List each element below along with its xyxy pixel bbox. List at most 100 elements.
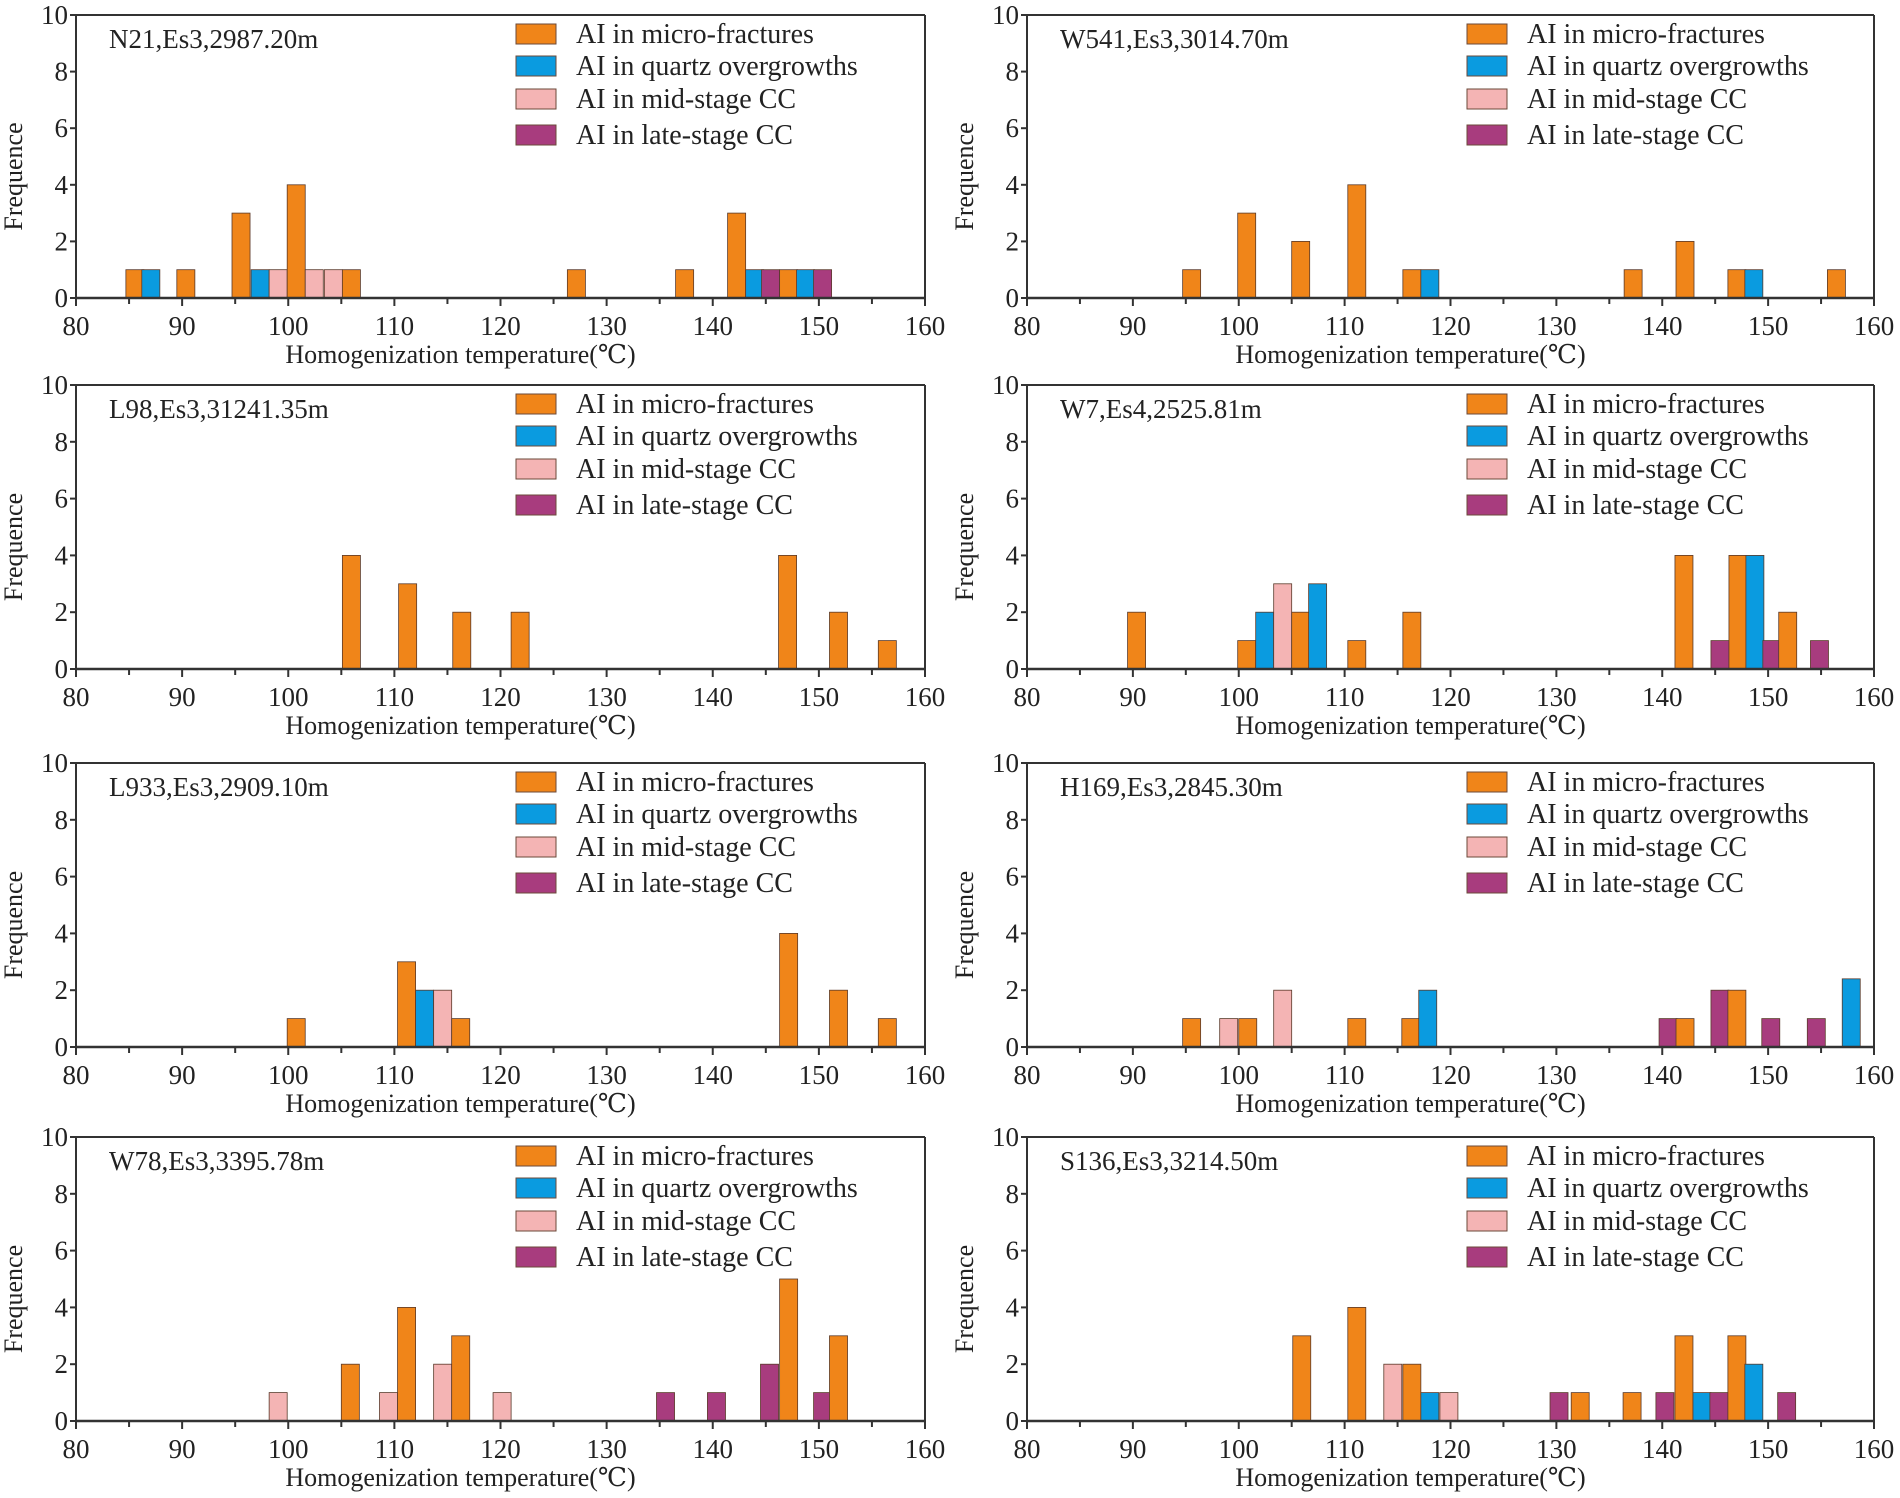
x-tick-label: 160 [1854,1060,1895,1090]
panel-title: W78,Es3,3395.78m [109,1146,324,1176]
bar-l [1762,640,1782,670]
legend-label: AI in mid-stage CC [1527,454,1747,485]
bar-l [1806,1018,1826,1048]
y-tick-label: 10 [992,0,1019,30]
legend-swatch-p [515,1210,557,1232]
panel-title: S136,Es3,3214.50m [1060,1146,1278,1176]
y-tick-label: 2 [1006,226,1020,256]
y-tick-label: 4 [1006,918,1020,948]
legend-label: AI in micro-fractures [576,389,814,420]
bar-m [510,611,530,670]
x-tick-label: 90 [169,682,196,712]
legend-swatch-l [515,872,557,894]
legend-swatch-m [515,771,557,793]
legend-label: AI in mid-stage CC [576,454,796,485]
legend-swatch-l [515,1246,557,1268]
legend-label: AI in quartz overgrowths [576,799,858,830]
y-tick-label: 6 [1006,1236,1020,1266]
x-tick-label: 90 [169,1434,196,1464]
y-axis-label: Frequence [950,871,979,979]
histogram-panel: 80 90 100 110 120 130 140 150 160 0 2 4 6 8 10 L98,Es3,… [0,370,945,740]
x-tick-label: 140 [693,1060,734,1090]
legend-label: AI in quartz overgrowths [1527,421,1809,452]
x-tick-label: 90 [169,311,196,341]
legend-swatch-q [515,803,557,825]
legend-swatch-q [515,55,557,77]
bar-l [1549,1392,1569,1422]
x-axis-label: Homogenization temperature(℃) [285,340,635,369]
panel-title: H169,Es3,2845.30m [1060,772,1283,802]
x-tick-label: 150 [799,682,840,712]
x-tick-label: 160 [1854,682,1895,712]
x-tick-label: 120 [480,311,521,341]
x-tick-label: 100 [268,1060,309,1090]
bar-m [1727,989,1747,1048]
bar-l [1709,1392,1729,1422]
legend-swatch-p [515,836,557,858]
bar-m [1402,611,1422,670]
bar-m [1675,240,1695,299]
y-tick-label: 8 [1006,805,1020,835]
y-tick-label: 2 [55,975,69,1005]
y-axis-label: Frequence [950,122,979,230]
y-tick-label: 4 [55,918,69,948]
legend-label: AI in late-stage CC [576,1242,793,1273]
bar-m [1347,1018,1367,1048]
y-tick-label: 0 [55,1032,69,1062]
bar-l [813,269,833,299]
y-tick-label: 10 [41,370,68,400]
histogram-panel: 80 90 100 110 120 130 140 150 160 0 2 4 6 8 10 W541,Es3… [950,0,1894,369]
bar-m [125,269,145,299]
bar-q [141,269,161,299]
x-tick-label: 160 [905,682,946,712]
y-tick-label: 6 [55,1236,69,1266]
y-axis-label: Frequence [0,493,28,601]
bar-m [1827,269,1846,299]
bar-q [1418,989,1438,1048]
bar-m [877,640,897,670]
legend-swatch-p [1466,458,1508,480]
bar-l [1761,1018,1781,1048]
bar-m [829,989,848,1048]
bar-m [341,269,361,299]
y-tick-label: 8 [1006,57,1020,87]
bar-m [1622,1392,1642,1422]
bar-m [1347,1307,1367,1422]
y-tick-label: 2 [1006,1349,1020,1379]
bar-m [727,212,747,299]
y-tick-label: 2 [1006,975,1020,1005]
bar-m [176,269,196,299]
y-tick-label: 0 [1006,1032,1020,1062]
bar-p [433,989,453,1048]
x-tick-label: 110 [375,311,415,341]
bar-m [1623,269,1643,299]
x-tick-label: 100 [268,1434,309,1464]
bar-m [286,184,306,299]
legend-label: AI in quartz overgrowths [576,51,858,82]
bar-p [1383,1363,1403,1422]
y-axis-label: Frequence [950,1245,979,1353]
bar-m [778,555,797,670]
bar-l [760,1363,779,1422]
x-tick-label: 130 [586,1434,627,1464]
bar-q [796,269,816,299]
x-tick-label: 80 [63,311,90,341]
legend-label: AI in mid-stage CC [576,1206,796,1237]
legend-swatch-m [1466,23,1508,45]
legend-label: AI in mid-stage CC [576,84,796,115]
x-tick-label: 110 [375,1060,415,1090]
x-tick-label: 160 [905,1434,946,1464]
legend-label: AI in late-stage CC [1527,1242,1744,1273]
y-tick-label: 0 [55,283,69,313]
y-tick-label: 8 [55,805,69,835]
bar-m [1291,240,1311,299]
bar-m [1402,1363,1422,1422]
bar-m [1347,640,1367,670]
bar-q [1744,1363,1764,1422]
x-tick-label: 110 [1325,1434,1365,1464]
y-tick-label: 0 [55,1406,69,1436]
